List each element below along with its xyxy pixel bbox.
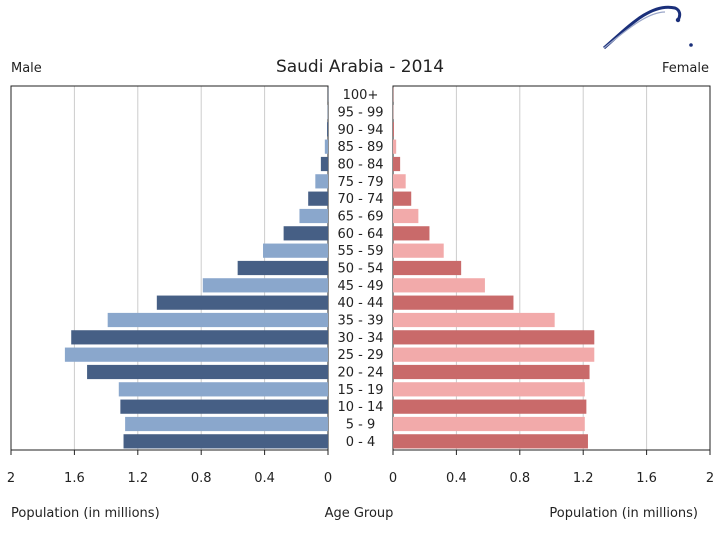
female-tick-label: 1.2 — [573, 471, 594, 486]
age-group-label: 75 - 79 — [337, 175, 383, 190]
male-tick-label: 1.6 — [64, 471, 85, 486]
female-label: Female — [662, 61, 709, 76]
female-bar — [393, 208, 419, 224]
female-bar — [393, 226, 430, 241]
male-bar — [87, 364, 328, 380]
male-tick-label: 1.2 — [127, 471, 148, 486]
chart-title: Saudi Arabia - 2014 — [276, 57, 444, 77]
male-bar — [123, 434, 328, 449]
age-group-label: 5 - 9 — [346, 418, 376, 433]
female-bar — [393, 399, 587, 414]
age-group-label: 95 - 99 — [337, 106, 383, 121]
female-tick-label: 0.8 — [509, 471, 530, 486]
female-tick-label: 0 — [389, 471, 397, 486]
female-axis-ticks: 0 0.4 0.8 1.2 1.6 2 — [389, 450, 714, 486]
male-series — [64, 87, 329, 449]
female-bar — [393, 156, 401, 172]
age-group-label: 20 - 24 — [337, 366, 383, 381]
male-bar — [71, 330, 328, 345]
male-bar — [120, 399, 329, 414]
female-bar — [393, 243, 444, 258]
male-bar — [299, 208, 328, 224]
age-group-label: 30 - 34 — [337, 331, 383, 346]
age-group-label: 60 - 64 — [337, 227, 383, 242]
male-tick-label: 2 — [7, 471, 15, 486]
male-axis-ticks: 2 1.6 1.2 0.8 0.4 0 — [7, 450, 332, 486]
male-bar — [283, 226, 328, 241]
female-bar — [393, 347, 595, 362]
age-group-label: 85 - 89 — [337, 140, 383, 155]
male-bar — [237, 260, 328, 276]
male-tick-label: 0.4 — [254, 471, 275, 486]
age-group-label: 15 - 19 — [337, 383, 383, 398]
female-series — [393, 87, 595, 449]
age-group-label: 50 - 54 — [337, 262, 383, 277]
male-bar — [320, 156, 328, 172]
age-group-label: 10 - 14 — [337, 400, 383, 415]
age-group-label: 70 - 74 — [337, 192, 383, 207]
male-bar — [202, 278, 328, 293]
age-group-label: 55 - 59 — [337, 244, 383, 259]
age-group-label: 35 - 39 — [337, 314, 383, 329]
male-axis-title: Population (in millions) — [11, 506, 160, 521]
age-group-label: 90 - 94 — [337, 123, 383, 138]
male-bar — [263, 243, 328, 258]
female-tick-label: 1.6 — [636, 471, 657, 486]
male-bar — [308, 191, 328, 206]
male-bar — [315, 174, 328, 189]
female-tick-label: 2 — [706, 471, 714, 486]
female-bar — [393, 416, 585, 432]
age-group-label: 45 - 49 — [337, 279, 383, 294]
age-group-label: 65 - 69 — [337, 210, 383, 225]
female-bar — [393, 295, 514, 310]
age-group-label: 40 - 44 — [337, 296, 383, 311]
male-bar — [125, 416, 329, 432]
female-bar — [393, 312, 555, 328]
age-group-axis-title: Age Group — [325, 506, 394, 521]
female-bar — [393, 122, 394, 137]
female-bar — [393, 174, 406, 189]
male-label: Male — [11, 61, 42, 76]
male-bar — [327, 122, 328, 137]
female-bar — [393, 434, 588, 449]
male-bar — [324, 139, 328, 154]
female-bar — [393, 260, 462, 276]
female-bar — [393, 382, 585, 397]
male-bar — [107, 312, 328, 328]
logo-swoosh-icon — [603, 5, 693, 50]
male-tick-label: 0 — [324, 471, 332, 486]
female-bar — [393, 364, 590, 380]
female-bar — [393, 330, 595, 345]
female-bar — [393, 191, 412, 206]
age-group-label: 80 - 84 — [337, 158, 383, 173]
male-tick-label: 0.8 — [191, 471, 212, 486]
age-group-label: 0 - 4 — [346, 435, 376, 450]
age-group-labels: 100+ 95 - 99 90 - 94 85 - 89 80 - 84 75 - 79 7… — [337, 88, 383, 450]
age-group-label: 100+ — [343, 88, 379, 103]
female-axis-title: Population (in millions) — [549, 506, 698, 521]
age-group-label: 25 - 29 — [337, 348, 383, 363]
male-bar — [118, 382, 328, 397]
female-bar — [393, 278, 485, 293]
female-tick-label: 0.4 — [446, 471, 467, 486]
female-bar — [393, 139, 397, 154]
male-bar — [64, 347, 328, 362]
male-bar — [156, 295, 328, 310]
